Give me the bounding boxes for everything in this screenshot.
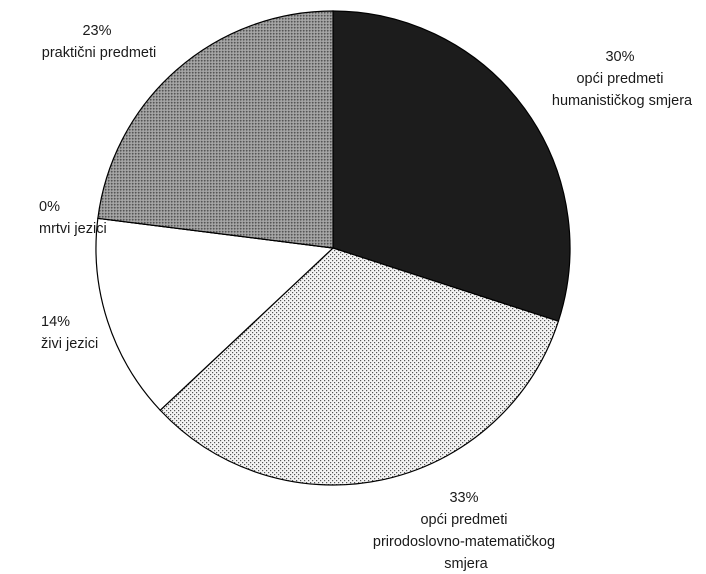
slice-label-living-languages: 14% živi jezici <box>41 314 98 352</box>
slice-living-languages <box>95 217 335 412</box>
slice-science-math <box>159 247 560 486</box>
slice-label-science-math: 33% opći predmeti prirodoslovno-matemati… <box>373 490 559 572</box>
slice-label-practical: 23% praktični predmeti <box>42 23 156 61</box>
slice-practical <box>97 10 334 249</box>
slice-humanities <box>332 10 571 322</box>
pie-slices <box>95 10 571 486</box>
slice-label-humanities: 30% opći predmeti humanističkog smjera <box>552 49 693 109</box>
slice-label-dead-languages: 0% mrtvi jezici <box>39 199 107 237</box>
